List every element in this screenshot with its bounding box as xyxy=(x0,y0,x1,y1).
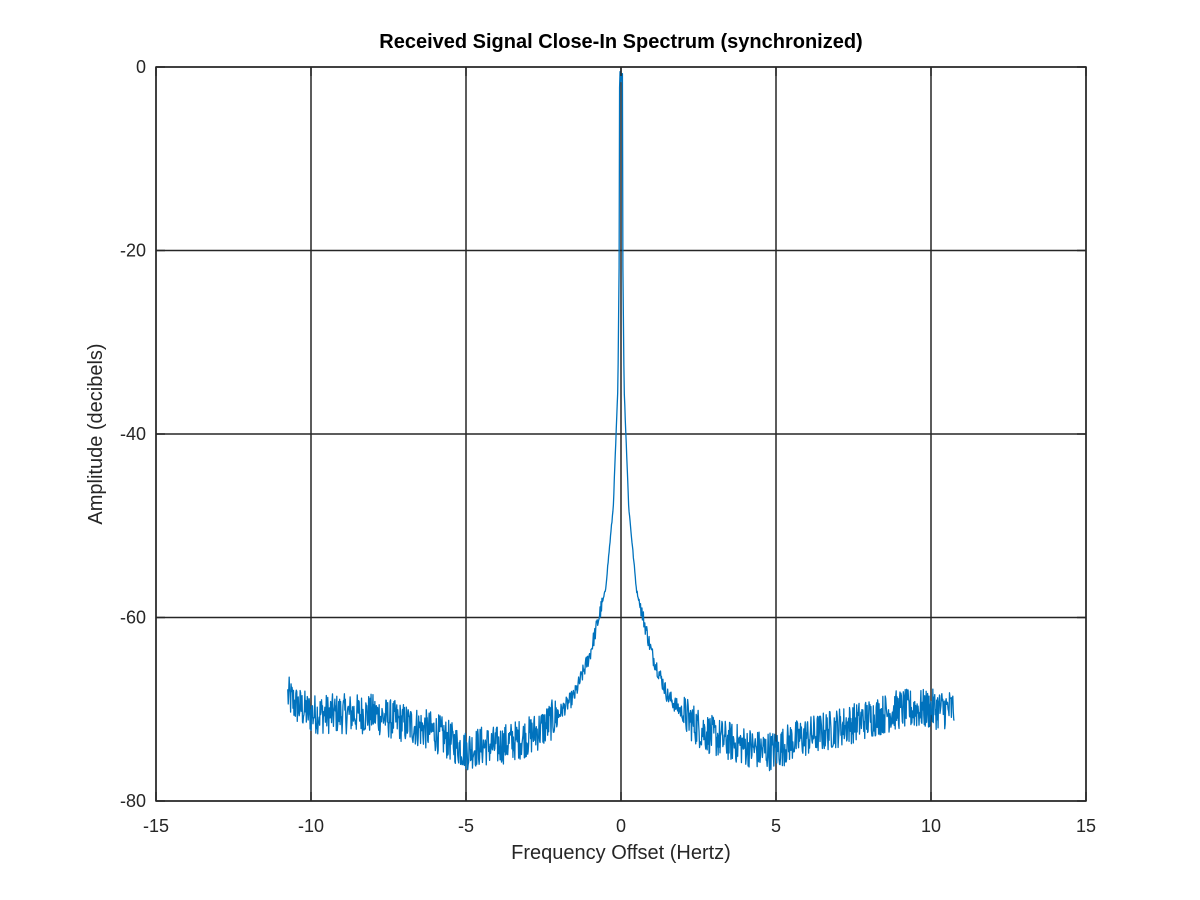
x-tick-label: 0 xyxy=(616,816,626,836)
x-tick-label: 10 xyxy=(921,816,941,836)
x-tick-label: 5 xyxy=(771,816,781,836)
x-tick-label: -15 xyxy=(143,816,169,836)
tick-marks xyxy=(155,66,1087,802)
x-tick-label: -10 xyxy=(298,816,324,836)
y-tick-labels: 0 -20 -40 -60 -80 xyxy=(120,57,146,811)
y-tick-label: -40 xyxy=(120,424,146,444)
y-tick-label: 0 xyxy=(136,57,146,77)
series-group xyxy=(287,70,955,772)
y-tick-label: -60 xyxy=(120,608,146,628)
x-tick-label: -5 xyxy=(458,816,474,836)
y-tick-label: -20 xyxy=(120,241,146,261)
y-axis-label: Amplitude (decibels) xyxy=(85,343,107,524)
x-tick-label: 15 xyxy=(1076,816,1096,836)
y-tick-label: -80 xyxy=(120,791,146,811)
chart-title: Received Signal Close-In Spectrum (synch… xyxy=(379,31,862,53)
spectrum-line xyxy=(287,70,955,772)
x-tick-labels: -15 -10 -5 0 5 10 15 xyxy=(143,816,1096,836)
x-axis-label: Frequency Offset (Hertz) xyxy=(511,842,731,864)
